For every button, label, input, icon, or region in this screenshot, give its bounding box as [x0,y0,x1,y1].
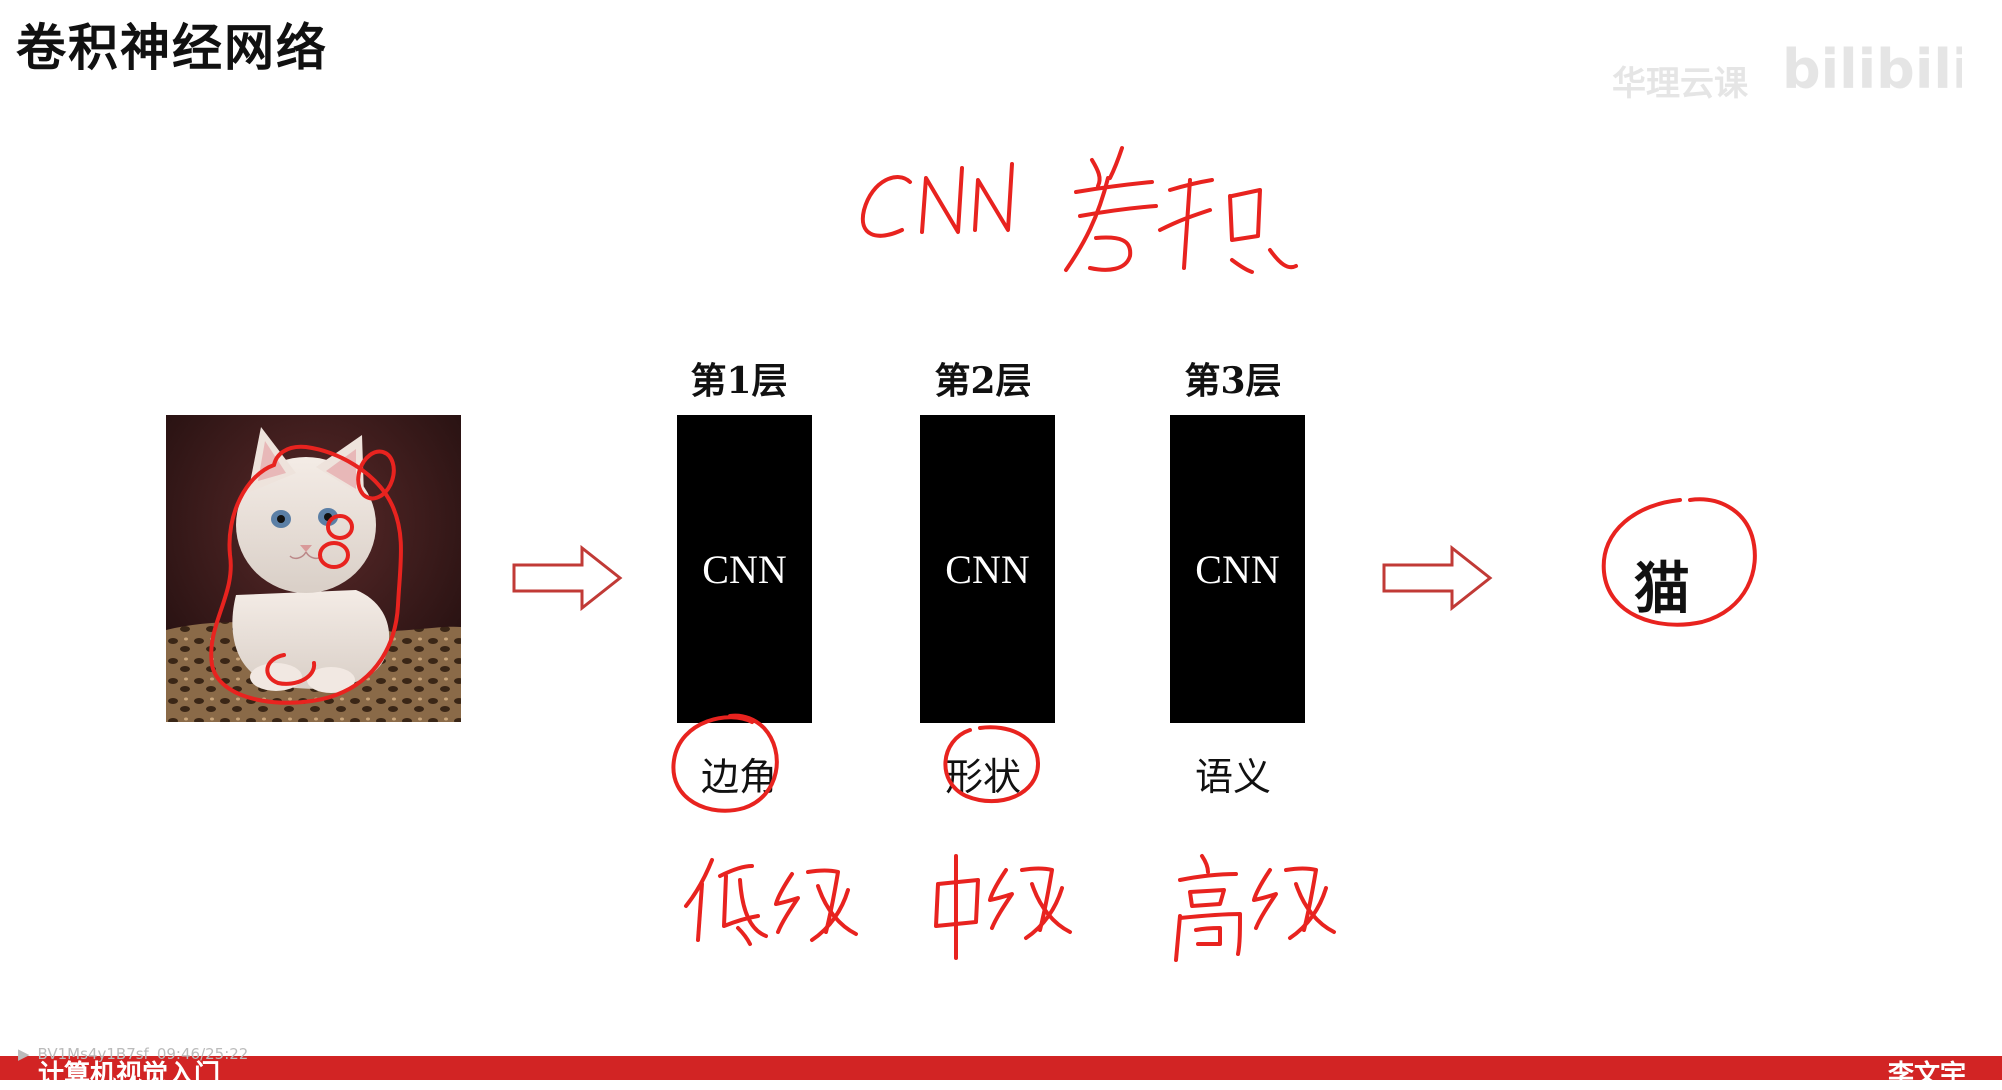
layer-1-box: CNN [677,415,812,723]
layer-3-box: CNN [1170,415,1305,723]
circle-annotation-icon [1601,497,1757,627]
layer-2-label: CNN [945,546,1030,592]
arrow-right-icon [512,545,624,611]
circle-annotation-icon [943,725,1040,804]
circle-annotation-icon [671,713,779,813]
watermark: 华理云课 bilibili [1612,36,1962,106]
video-timecode: 09:46/25:22 [156,1045,249,1063]
bilibili-small-logo-icon: ▶ [18,1045,30,1063]
watermark-channel-name: 华理云课 [1612,64,1748,104]
bilibili-logo-icon: bilibili [1782,38,1962,101]
handwritten-cnn-juanji-icon [860,146,1298,274]
video-id: BV1Ms4y1B7sf [37,1045,149,1063]
layer-3-label: CNN [1195,546,1280,592]
layer-1-title: 第1层 [690,360,788,402]
layer-1-feature: 边角 [700,755,777,799]
output-label: 猫 [1634,556,1690,622]
layer-1-label: CNN [702,546,787,592]
handwritten-levels-icon [684,854,1336,962]
slide-title: 卷积神经网络 [16,19,328,77]
layer-3-title: 第3层 [1184,360,1282,402]
arrow-right-icon [1382,545,1494,611]
layer-2-box: CNN [920,415,1055,723]
presenter-name: 李文宇 [1887,1060,1966,1090]
bottom-bar: 计算机视觉入门 李文宇 [0,1056,2002,1088]
bilibili-logo-text: bilibili [1782,38,1962,101]
cat-photo [166,415,461,722]
layer-3-feature: 语义 [1194,755,1271,799]
video-info: ▶ BV1Ms4y1B7sf 09:46/25:22 [18,1045,248,1063]
course-name: 计算机视觉入门 [38,1060,221,1090]
layer-2-title: 第2层 [934,360,1032,402]
